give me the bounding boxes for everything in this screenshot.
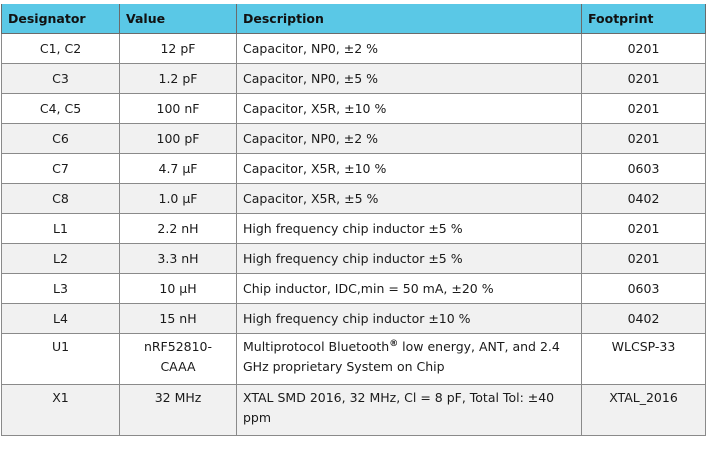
- designator-cell: C4, C5: [1, 93, 120, 124]
- table-row: C1, C2 12 pF Capacitor, NP0, ±2 % 0201: [1, 33, 706, 64]
- footprint-cell: WLCSP-33: [581, 333, 706, 385]
- description-cell: Multiprotocol Bluetooth® low energy, ANT…: [236, 333, 582, 385]
- footprint-cell: 0201: [581, 63, 706, 94]
- value-cell: 100 nF: [119, 93, 237, 124]
- value-cell: 12 pF: [119, 33, 237, 64]
- footprint-cell: 0603: [581, 273, 706, 304]
- bom-table: Designator Value Description Footprint C…: [1, 4, 706, 436]
- value-cell: 32 MHz: [119, 384, 237, 436]
- designator-cell: X1: [1, 384, 120, 436]
- footprint-cell: 0201: [581, 93, 706, 124]
- table-row: C6 100 pF Capacitor, NP0, ±2 % 0201: [1, 123, 706, 154]
- table-row: L4 15 nH High frequency chip inductor ±1…: [1, 303, 706, 334]
- description-cell: Capacitor, X5R, ±10 %: [236, 93, 582, 124]
- description-cell: Chip inductor, IDC,min = 50 mA, ±20 %: [236, 273, 582, 304]
- value-cell: 3.3 nH: [119, 243, 237, 274]
- header-footprint: Footprint: [581, 4, 706, 34]
- footprint-cell: 0201: [581, 123, 706, 154]
- description-text-end: low energy, ANT, and 2.4 GHz proprietary…: [243, 339, 560, 374]
- designator-cell: L3: [1, 273, 120, 304]
- table-row: C3 1.2 pF Capacitor, NP0, ±5 % 0201: [1, 63, 706, 94]
- footprint-cell: XTAL_2016: [581, 384, 706, 436]
- footprint-cell: 0201: [581, 243, 706, 274]
- table-row: X1 32 MHz XTAL SMD 2016, 32 MHz, Cl = 8 …: [1, 384, 706, 436]
- description-cell: High frequency chip inductor ±5 %: [236, 243, 582, 274]
- header-designator: Designator: [1, 4, 120, 34]
- table-row: C7 4.7 µF Capacitor, X5R, ±10 % 0603: [1, 153, 706, 184]
- value-cell: 1.2 pF: [119, 63, 237, 94]
- footprint-cell: 0603: [581, 153, 706, 184]
- value-cell: 10 µH: [119, 273, 237, 304]
- designator-cell: C6: [1, 123, 120, 154]
- description-cell: Capacitor, NP0, ±2 %: [236, 123, 582, 154]
- value-line-2: CAAA: [160, 359, 196, 374]
- description-cell: High frequency chip inductor ±10 %: [236, 303, 582, 334]
- description-text-start: Multiprotocol Bluetooth: [243, 339, 390, 354]
- table-row: L3 10 µH Chip inductor, IDC,min = 50 mA,…: [1, 273, 706, 304]
- designator-cell: C8: [1, 183, 120, 214]
- value-cell: 15 nH: [119, 303, 237, 334]
- designator-cell: C7: [1, 153, 120, 184]
- header-value: Value: [119, 4, 237, 34]
- description-cell: XTAL SMD 2016, 32 MHz, Cl = 8 pF, Total …: [236, 384, 582, 436]
- designator-cell: L1: [1, 213, 120, 244]
- description-cell: High frequency chip inductor ±5 %: [236, 213, 582, 244]
- table-row: C8 1.0 µF Capacitor, X5R, ±5 % 0402: [1, 183, 706, 214]
- designator-cell: C3: [1, 63, 120, 94]
- value-cell: nRF52810- CAAA: [119, 333, 237, 385]
- header-row: Designator Value Description Footprint: [1, 4, 706, 34]
- table-row: U1 nRF52810- CAAA Multiprotocol Bluetooth…: [1, 333, 706, 385]
- value-cell: 4.7 µF: [119, 153, 237, 184]
- table-row: L1 2.2 nH High frequency chip inductor ±…: [1, 213, 706, 244]
- footprint-cell: 0201: [581, 213, 706, 244]
- value-cell: 2.2 nH: [119, 213, 237, 244]
- footprint-cell: 0201: [581, 33, 706, 64]
- designator-cell: L2: [1, 243, 120, 274]
- table-row: L2 3.3 nH High frequency chip inductor ±…: [1, 243, 706, 274]
- value-line-1: nRF52810-: [143, 339, 213, 354]
- description-cell: Capacitor, X5R, ±10 %: [236, 153, 582, 184]
- footprint-cell: 0402: [581, 183, 706, 214]
- footprint-cell: 0402: [581, 303, 706, 334]
- designator-cell: C1, C2: [1, 33, 120, 64]
- value-cell: 100 pF: [119, 123, 237, 154]
- designator-cell: U1: [1, 333, 120, 385]
- registered-mark: ®: [389, 338, 399, 349]
- value-cell: 1.0 µF: [119, 183, 237, 214]
- description-cell: Capacitor, NP0, ±5 %: [236, 63, 582, 94]
- header-description: Description: [236, 4, 582, 34]
- designator-cell: L4: [1, 303, 120, 334]
- table-row: C4, C5 100 nF Capacitor, X5R, ±10 % 0201: [1, 93, 706, 124]
- description-cell: Capacitor, X5R, ±5 %: [236, 183, 582, 214]
- description-cell: Capacitor, NP0, ±2 %: [236, 33, 582, 64]
